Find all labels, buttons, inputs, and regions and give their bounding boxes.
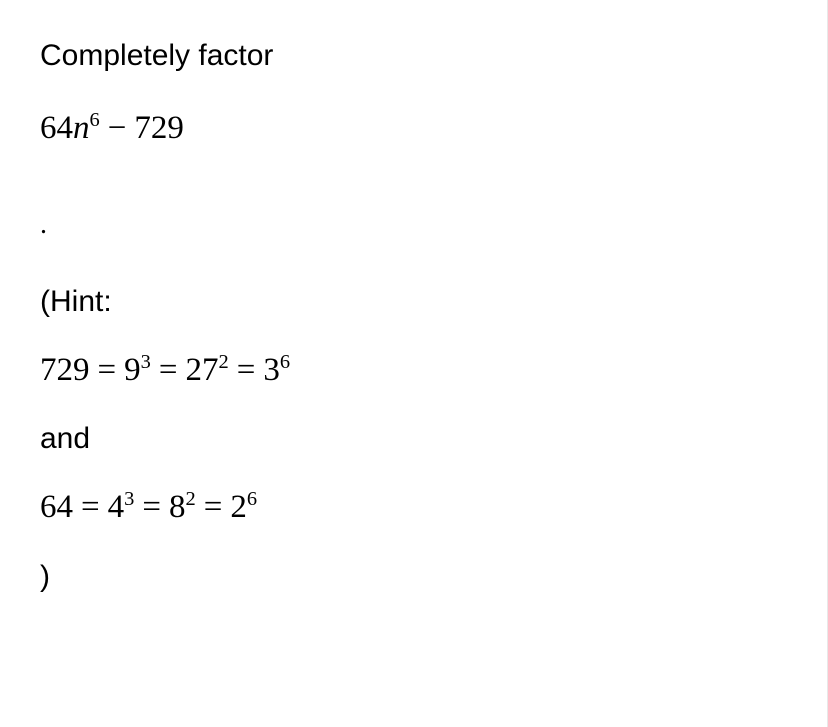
hint2-b2-exp: 2 — [185, 488, 195, 510]
hint-equation-64: 64=43=82=26 — [40, 488, 787, 528]
eq-2c: = — [196, 488, 231, 528]
const-729: 729 — [134, 110, 184, 146]
hint1-b1-exp: 3 — [141, 351, 151, 373]
hint2-b1-base: 4 — [108, 489, 125, 525]
hint2-lhs: 64 — [40, 489, 73, 525]
hint-open: (Hint: — [40, 285, 787, 319]
coef-64: 64 — [40, 110, 73, 146]
hint1-lhs: 729 — [40, 352, 90, 388]
eq-1a: = — [90, 351, 125, 391]
prompt-text: Completely factor — [40, 36, 787, 75]
close-paren: ) — [40, 560, 787, 594]
hint1-b3-exp: 6 — [280, 351, 290, 373]
hint1-b2-base: 27 — [185, 352, 218, 388]
eq-1c: = — [229, 351, 264, 391]
eq-2b: = — [134, 488, 169, 528]
exponent-6: 6 — [90, 109, 100, 131]
eq-2a: = — [73, 488, 108, 528]
hint2-b2-base: 8 — [169, 489, 186, 525]
minus-op: − — [100, 109, 135, 149]
eq-1b: = — [151, 351, 186, 391]
hint2-b3-base: 2 — [230, 489, 247, 525]
hint2-b1-exp: 3 — [124, 488, 134, 510]
problem-card: Completely factor 64n6−729 . (Hint: 729=… — [0, 0, 828, 727]
expression: 64n6−729 — [40, 109, 787, 149]
variable-n: n — [73, 110, 90, 146]
hint-equation-729: 729=93=272=36 — [40, 351, 787, 391]
hint1-b1-base: 9 — [124, 352, 141, 388]
period: . — [40, 211, 787, 239]
hint2-b3-exp: 6 — [247, 488, 257, 510]
hint1-b2-exp: 2 — [218, 351, 228, 373]
hint1-b3-base: 3 — [263, 352, 280, 388]
and-text: and — [40, 422, 787, 456]
